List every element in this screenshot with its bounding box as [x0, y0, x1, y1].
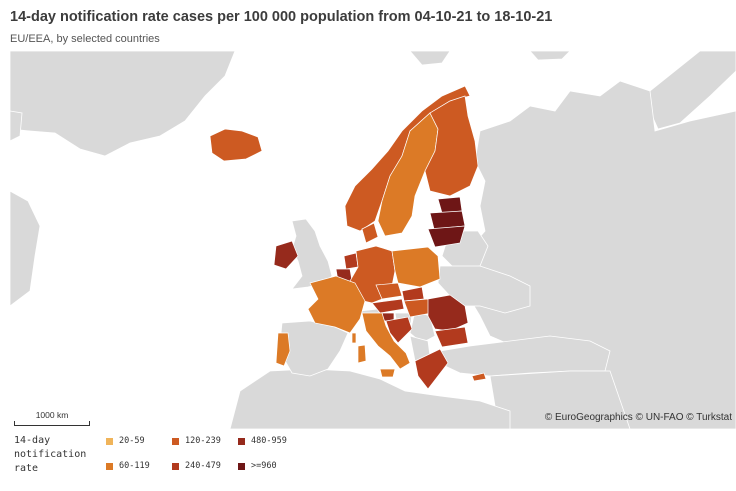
legend-item[interactable]: >=960	[238, 459, 304, 473]
legend-title: 14-day notification rate	[14, 435, 87, 474]
canada-island	[10, 110, 23, 142]
legend-item[interactable]: 20-59	[106, 434, 172, 448]
scale-line	[14, 421, 90, 426]
finland[interactable]	[424, 95, 479, 197]
legend-item[interactable]: 120-239	[172, 434, 238, 448]
sicily[interactable]	[379, 368, 396, 378]
legend: 20-59 120-239 480-959 60-119 240-479 >=9…	[106, 434, 304, 473]
svalbard	[409, 51, 451, 66]
legend-label: 480-959	[251, 436, 287, 446]
scale-bar: 1000 km	[14, 410, 90, 426]
legend-swatch	[172, 462, 179, 470]
romania[interactable]	[427, 294, 469, 332]
lithuania[interactable]	[427, 225, 466, 248]
franz-josef-land	[529, 51, 571, 61]
slovakia[interactable]	[401, 286, 425, 302]
legend-label: 20-59	[119, 436, 145, 446]
greenland	[10, 51, 236, 157]
north-africa	[229, 368, 511, 429]
poland[interactable]	[391, 246, 441, 288]
ireland[interactable]	[273, 240, 299, 270]
map-credits: © EuroGeographics © UN-FAO © Turkstat	[544, 412, 732, 423]
bulgaria[interactable]	[434, 326, 469, 348]
denmark[interactable]	[361, 222, 379, 244]
map-subtitle: EU/EEA, by selected countries	[10, 33, 160, 45]
legend-item[interactable]: 60-119	[106, 459, 172, 473]
legend-swatch	[106, 462, 113, 470]
legend-label: >=960	[251, 461, 277, 471]
legend-item[interactable]: 480-959	[238, 434, 304, 448]
france[interactable]	[307, 275, 366, 334]
spain[interactable]	[279, 320, 349, 377]
canada	[10, 190, 41, 307]
iceland[interactable]	[209, 128, 263, 162]
legend-swatch	[106, 437, 113, 445]
choropleth-map[interactable]	[10, 51, 736, 429]
croatia[interactable]	[385, 316, 413, 344]
legend-item[interactable]: 240-479	[172, 459, 238, 473]
ukraine	[437, 265, 531, 314]
portugal[interactable]	[275, 332, 291, 367]
legend-swatch	[172, 437, 179, 445]
map-svg[interactable]	[10, 51, 736, 429]
czechia[interactable]	[375, 282, 403, 300]
map-title: 14-day notification rate cases per 100 0…	[10, 9, 553, 25]
legend-label: 60-119	[119, 461, 150, 471]
legend-label: 120-239	[185, 436, 221, 446]
corsica[interactable]	[351, 332, 357, 344]
austria[interactable]	[371, 298, 405, 314]
netherlands[interactable]	[343, 252, 359, 270]
sardinia[interactable]	[357, 344, 367, 364]
legend-swatch	[238, 462, 245, 470]
cyprus[interactable]	[471, 372, 487, 382]
estonia[interactable]	[437, 196, 463, 214]
legend-swatch	[238, 437, 245, 445]
greece[interactable]	[414, 348, 449, 390]
scale-label: 1000 km	[35, 410, 69, 420]
legend-label: 240-479	[185, 461, 221, 471]
italy[interactable]	[361, 312, 411, 370]
